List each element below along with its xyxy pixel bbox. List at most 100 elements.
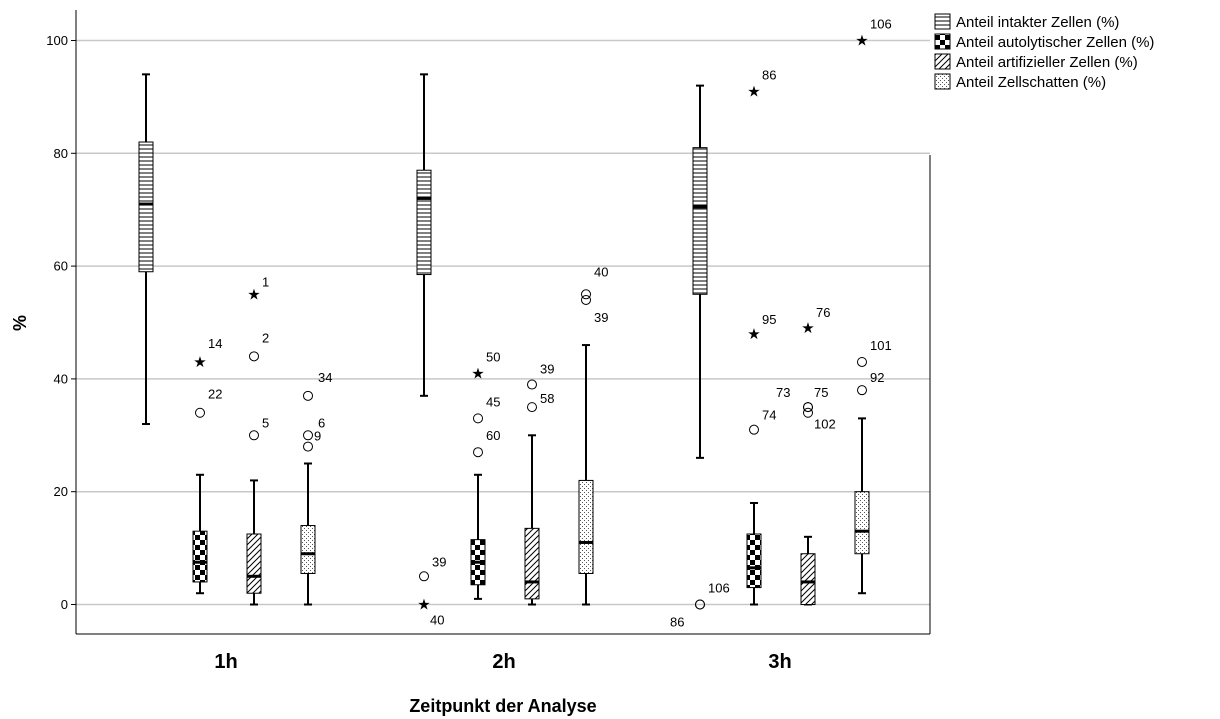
x-axis-label: Zeitpunkt der Analyse <box>409 696 596 716</box>
box-0-2 <box>692 84 708 459</box>
outlier-circle <box>473 447 483 458</box>
outlier-circle <box>581 289 591 300</box>
box-3-0 <box>300 462 316 606</box>
y-tick-label: 100 <box>46 33 68 48</box>
boxes <box>138 73 870 606</box>
outlier-label: 45 <box>486 394 500 409</box>
outlier-circle <box>303 441 313 452</box>
outlier-label: 39 <box>432 554 446 569</box>
box-iqr <box>246 533 262 594</box>
outlier-label: 101 <box>870 338 892 353</box>
outlier-label: 1 <box>262 274 269 289</box>
outlier-label: 102 <box>814 417 836 432</box>
legend-label: Anteil intakter Zellen (%) <box>956 14 1119 31</box>
axes: 0 20 40 60 80 100 1h 2h 3h <box>46 10 931 673</box>
box-iqr <box>800 553 816 605</box>
legend-label: Anteil artifizieller Zellen (%) <box>956 54 1138 71</box>
legend: Anteil intakter Zellen (%) Anteil autolyt… <box>934 13 1154 91</box>
legend-label: Anteil autolytischer Zellen (%) <box>956 34 1154 51</box>
box-iqr <box>138 141 154 273</box>
outlier-star: ★ <box>193 353 206 371</box>
legend-swatch <box>934 13 951 30</box>
outlier-label: 39 <box>594 310 608 325</box>
outlier-label: 76 <box>816 305 830 320</box>
outlier-circle <box>857 385 867 396</box>
box-iqr <box>416 169 432 276</box>
outlier-circle <box>473 413 483 424</box>
outlier-circle <box>527 379 537 390</box>
outlier-label: 58 <box>540 391 554 406</box>
outlier-circle <box>195 407 205 418</box>
outlier-label: 2 <box>262 330 269 345</box>
box-2-1 <box>524 434 540 606</box>
outlier-label: 86 <box>670 615 684 630</box>
outlier-label: 50 <box>486 349 500 364</box>
outlier-label: 6 <box>318 415 325 430</box>
x-tick-label: 2h <box>492 651 515 673</box>
outlier-label: 14 <box>208 336 222 351</box>
outlier-star: ★ <box>855 32 868 50</box>
outlier-label: 5 <box>262 415 269 430</box>
outlier-label: 39 <box>540 362 554 377</box>
box-iqr <box>524 527 540 600</box>
gridlines <box>76 39 930 606</box>
box-3-1 <box>578 344 594 606</box>
legend-swatch <box>934 33 951 50</box>
outlier-label: 74 <box>762 408 776 423</box>
outliers: ★ ★ ★ ★ ★ ★ ★ ★ 39 40 106 86 14 22 50 45 60 86 95 74 1 2 5 39 58… <box>193 17 891 630</box>
legend-label: Anteil Zellschatten (%) <box>956 74 1106 91</box>
box-iqr <box>746 533 762 589</box>
y-tick-label: 20 <box>54 484 68 499</box>
box-0-1 <box>416 73 432 397</box>
outlier-circle <box>249 351 259 362</box>
outlier-star: ★ <box>247 285 260 303</box>
outlier-circle <box>249 430 259 441</box>
box-0-0 <box>138 73 154 426</box>
y-tick-label: 80 <box>54 146 68 161</box>
outlier-label: 9 <box>314 429 321 444</box>
box-1-1 <box>470 473 486 600</box>
box-iqr <box>300 525 316 574</box>
legend-swatch <box>934 53 951 70</box>
outlier-circle <box>857 356 867 367</box>
outlier-star: ★ <box>471 364 484 382</box>
outlier-label: 40 <box>430 613 444 628</box>
outlier-label: 86 <box>762 67 776 82</box>
outlier-label: 34 <box>318 370 332 385</box>
outlier-label: 92 <box>870 370 884 385</box>
y-tick-label: 0 <box>61 597 68 612</box>
box-iqr <box>692 147 708 295</box>
outlier-label: 22 <box>208 387 222 402</box>
legend-swatch <box>934 73 951 90</box>
box-2-2 <box>800 535 816 606</box>
box-iqr <box>578 479 594 574</box>
outlier-circle <box>749 424 759 435</box>
box-2-0 <box>246 479 262 606</box>
y-axis-label: % <box>10 315 30 331</box>
outlier-label: 106 <box>708 581 730 596</box>
outlier-circle <box>803 402 813 413</box>
box-1-0 <box>192 473 208 595</box>
outlier-circle <box>303 390 313 401</box>
outlier-label: 40 <box>594 264 608 279</box>
outlier-label: 60 <box>486 428 500 443</box>
outlier-label: 106 <box>870 17 892 32</box>
outlier-label: 95 <box>762 312 776 327</box>
outlier-circle <box>303 430 313 441</box>
outlier-circle <box>803 407 813 418</box>
outlier-star: ★ <box>801 319 814 337</box>
outlier-star: ★ <box>747 325 760 343</box>
box-iqr <box>192 530 208 583</box>
y-tick-label: 40 <box>54 371 68 386</box>
x-tick-label: 1h <box>214 651 237 673</box>
box-1-2 <box>746 501 762 606</box>
outlier-circle <box>527 402 537 413</box>
outlier-circle <box>581 294 591 305</box>
box-iqr <box>854 491 870 555</box>
y-tick-label: 60 <box>54 259 68 274</box>
outlier-star: ★ <box>747 82 760 100</box>
outlier-label: 75 <box>814 385 828 400</box>
outlier-circle <box>419 571 429 582</box>
outlier-label: 73 <box>776 385 790 400</box>
